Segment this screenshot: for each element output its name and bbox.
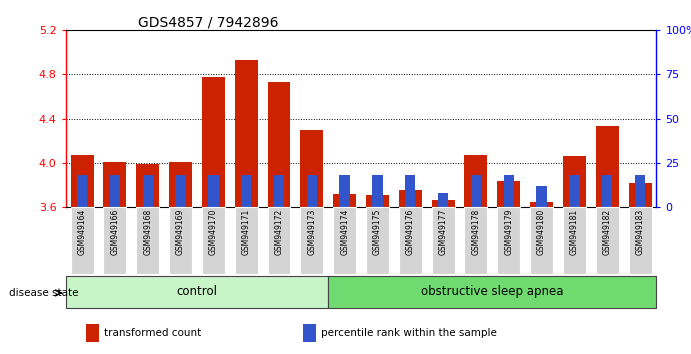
Text: GSM949173: GSM949173 — [307, 209, 316, 256]
Bar — [208, 175, 218, 207]
Bar — [267, 207, 290, 274]
Bar — [504, 175, 514, 207]
Bar — [569, 175, 580, 207]
Bar — [303, 324, 316, 342]
Bar — [432, 207, 455, 274]
Bar — [471, 175, 481, 207]
Bar — [629, 183, 652, 207]
Text: GSM949172: GSM949172 — [274, 209, 283, 255]
Bar — [405, 175, 415, 207]
Bar — [372, 175, 383, 207]
Text: GSM949183: GSM949183 — [636, 209, 645, 255]
Text: GSM949180: GSM949180 — [537, 209, 546, 255]
Bar — [142, 175, 153, 207]
Text: GSM949179: GSM949179 — [504, 209, 513, 256]
Text: GSM949166: GSM949166 — [111, 209, 120, 256]
Bar — [464, 155, 487, 207]
Bar — [438, 193, 448, 207]
Bar — [169, 162, 192, 207]
Bar — [274, 175, 284, 207]
Bar — [235, 60, 258, 207]
Bar — [267, 82, 290, 207]
Text: GDS4857 / 7942896: GDS4857 / 7942896 — [138, 16, 278, 30]
Text: GSM949175: GSM949175 — [373, 209, 382, 256]
Text: disease state: disease state — [9, 288, 79, 298]
Bar — [66, 276, 328, 308]
Text: percentile rank within the sample: percentile rank within the sample — [321, 328, 497, 338]
Bar — [563, 207, 586, 274]
Bar — [366, 207, 389, 274]
Bar — [333, 207, 356, 274]
Text: GSM949182: GSM949182 — [603, 209, 612, 255]
Text: transformed count: transformed count — [104, 328, 202, 338]
Text: obstructive sleep apnea: obstructive sleep apnea — [421, 285, 564, 298]
Bar — [596, 207, 618, 274]
Bar — [328, 276, 656, 308]
Bar — [498, 207, 520, 274]
Bar — [307, 175, 317, 207]
Bar — [136, 164, 159, 207]
Bar — [635, 175, 645, 207]
Text: GSM949169: GSM949169 — [176, 209, 185, 256]
Bar — [563, 156, 586, 207]
Bar — [339, 175, 350, 207]
Text: GSM949170: GSM949170 — [209, 209, 218, 256]
Text: GSM949164: GSM949164 — [77, 209, 86, 256]
Bar — [399, 190, 422, 207]
Text: GSM949168: GSM949168 — [143, 209, 152, 255]
Bar — [235, 207, 258, 274]
Bar — [70, 155, 93, 207]
Bar — [602, 175, 612, 207]
Bar — [202, 76, 225, 207]
Bar — [241, 175, 252, 207]
Bar — [176, 175, 186, 207]
Bar — [530, 207, 553, 274]
Bar — [301, 130, 323, 207]
Bar — [70, 207, 93, 274]
Bar — [202, 207, 225, 274]
Bar — [333, 194, 356, 207]
Bar — [86, 324, 100, 342]
Bar — [77, 175, 87, 207]
Text: GSM949178: GSM949178 — [471, 209, 480, 255]
Bar — [301, 207, 323, 274]
Text: control: control — [176, 285, 218, 298]
Bar — [536, 186, 547, 207]
Bar — [169, 207, 192, 274]
Text: GSM949171: GSM949171 — [242, 209, 251, 255]
Bar — [136, 207, 159, 274]
Bar — [530, 201, 553, 207]
Text: GSM949174: GSM949174 — [340, 209, 349, 256]
Bar — [498, 181, 520, 207]
Bar — [104, 207, 126, 274]
Text: GSM949181: GSM949181 — [570, 209, 579, 255]
Text: GSM949177: GSM949177 — [439, 209, 448, 256]
Bar — [110, 175, 120, 207]
Bar — [596, 126, 618, 207]
Text: GSM949176: GSM949176 — [406, 209, 415, 256]
Bar — [366, 195, 389, 207]
Bar — [629, 207, 652, 274]
Bar — [399, 207, 422, 274]
Bar — [432, 200, 455, 207]
Bar — [464, 207, 487, 274]
Bar — [104, 162, 126, 207]
